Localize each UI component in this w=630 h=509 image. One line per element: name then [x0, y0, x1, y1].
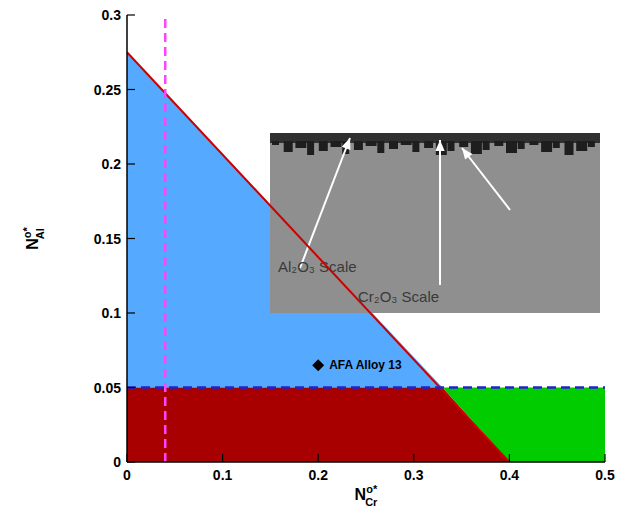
- inset-oxide: [436, 141, 447, 155]
- point: [312, 359, 324, 371]
- y-tick-label: 0: [113, 454, 121, 470]
- axis-title-sup: o*: [366, 483, 378, 495]
- y-tick: [127, 461, 135, 462]
- inset-oxide: [553, 141, 560, 148]
- inset-label: Al₂O₃ Scale: [278, 258, 357, 275]
- inset-oxide: [307, 141, 314, 155]
- inset-arrow: [462, 148, 510, 210]
- y-tick: [127, 312, 135, 313]
- inset-oxide: [377, 141, 384, 153]
- inset: Al₂O₃ ScaleCr₂O₃ Scale: [270, 133, 600, 313]
- y-tick-label: 0.05: [94, 380, 121, 396]
- inset-bg: [270, 133, 600, 313]
- inset-arrow: [439, 140, 441, 285]
- inset-oxide: [459, 141, 468, 147]
- y-tick-label: 0.3: [102, 7, 122, 23]
- axis-title: No*Al: [21, 226, 46, 249]
- inset-oxide: [331, 141, 342, 147]
- lines: [127, 15, 605, 462]
- y-tick-label: 0.15: [94, 231, 121, 247]
- inset-oxide: [541, 141, 552, 152]
- y-tick-label: 0.2: [102, 156, 122, 172]
- inset-oxide: [272, 141, 279, 145]
- inset-oxide: [366, 141, 377, 146]
- inset-label: Cr₂O₃ Scale: [358, 288, 439, 305]
- point-label: AFA Alloy 13: [329, 358, 402, 372]
- inset-arrowhead: [435, 140, 444, 151]
- line: [164, 15, 167, 462]
- inset-oxide: [412, 141, 419, 152]
- x-tick-label: 0.5: [595, 467, 615, 483]
- inset-oxide: [354, 141, 363, 150]
- points: [312, 359, 324, 371]
- y-tick-label: 0.1: [102, 305, 122, 321]
- inset-arrowhead: [342, 138, 351, 150]
- line: [127, 52, 509, 462]
- inset-oxide: [529, 141, 538, 145]
- axis-title-sup: o*: [21, 226, 33, 238]
- axis-title: No*Cr: [355, 483, 379, 508]
- inset-oxide: [295, 141, 306, 148]
- inset-oxide: [588, 141, 595, 147]
- inset-oxide: [576, 141, 587, 151]
- inset-oxide: [284, 141, 293, 152]
- x-tick: [222, 454, 223, 462]
- inset-oxide: [565, 141, 574, 155]
- x-tick: [413, 454, 414, 462]
- axis-title-sub: Al: [34, 228, 46, 239]
- inset-oxide: [494, 141, 503, 146]
- line: [127, 386, 605, 389]
- y-tick: [127, 163, 135, 164]
- x-tick: [318, 454, 319, 462]
- inset-arrow: [300, 138, 350, 268]
- region: [127, 388, 509, 463]
- y-tick: [127, 89, 135, 90]
- x-tick: [509, 454, 510, 462]
- region: [442, 388, 605, 463]
- x-tick-label: 0.3: [404, 467, 424, 483]
- inset-oxide: [483, 141, 490, 150]
- inset-oxide: [319, 141, 328, 151]
- inset-oxide: [389, 141, 398, 149]
- x-tick-label: 0.4: [500, 467, 520, 483]
- x-tick: [126, 454, 127, 462]
- x-tick-label: 0: [123, 467, 131, 483]
- plot-area: [127, 52, 605, 462]
- x-tick: [604, 454, 605, 462]
- inset-oxide: [506, 141, 517, 153]
- y-tick: [127, 387, 135, 388]
- inset-oxide: [518, 141, 525, 149]
- inset-arrowhead: [462, 148, 472, 160]
- inset-oxide: [401, 141, 412, 145]
- axis-title-sub: Cr: [365, 496, 378, 508]
- x-tick-label: 0.1: [213, 467, 233, 483]
- y-tick: [127, 238, 135, 239]
- y-tick-label: 0.25: [94, 82, 121, 98]
- y-tick: [127, 14, 135, 15]
- inset-oxide: [424, 141, 433, 148]
- x-tick-label: 0.2: [308, 467, 328, 483]
- x-axis: [127, 461, 605, 463]
- inset-oxide: [471, 141, 482, 154]
- inset-oxide: [448, 141, 455, 151]
